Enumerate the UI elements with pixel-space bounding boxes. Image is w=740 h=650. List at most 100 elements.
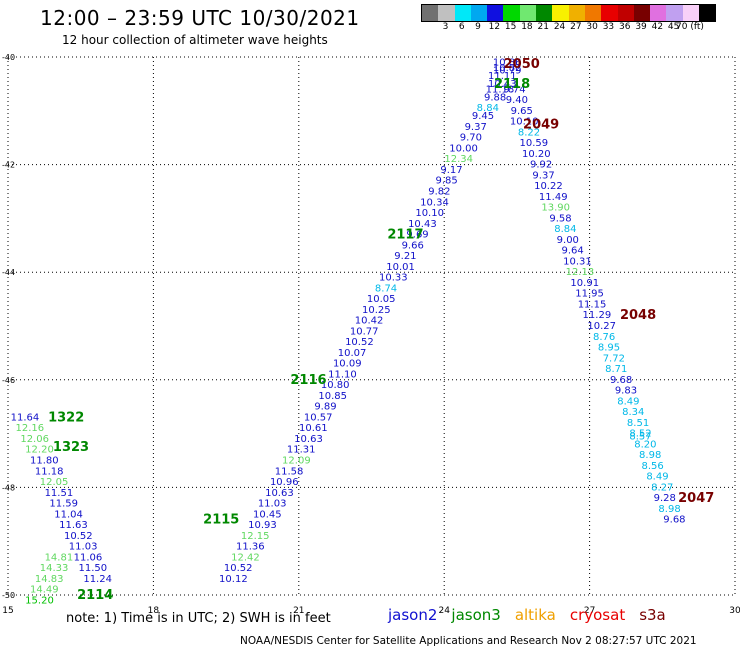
- scale-swatch: [454, 5, 471, 21]
- swh-value-label: 10.52: [64, 531, 93, 542]
- legend-item: jason2: [388, 606, 438, 624]
- scale-label: 70 (ft): [676, 22, 704, 32]
- swh-value-label: 8.27: [651, 482, 673, 493]
- scale-label: 36: [619, 22, 631, 32]
- pass-number-label: 2047: [678, 491, 714, 506]
- swh-value-label: 11.31: [287, 445, 316, 456]
- swh-value-label: 11.03: [69, 542, 98, 553]
- scale-swatch: [470, 5, 488, 21]
- y-tick-label: -40: [2, 53, 15, 62]
- swh-value-label: 12.20: [25, 445, 54, 456]
- swh-value-label: 11.04: [54, 509, 83, 520]
- swh-value-label: 10.01: [386, 262, 415, 273]
- swh-value-label: 10.43: [408, 219, 437, 230]
- y-tick-label: -50: [2, 591, 15, 600]
- scale-label: 24: [553, 22, 566, 32]
- swh-value-label: 8.22: [518, 127, 540, 138]
- scale-label: 33: [602, 22, 615, 32]
- swh-value-label: 11.18: [35, 466, 64, 477]
- pass-number-label: 2117: [387, 228, 423, 243]
- swh-value-label: 10.59: [520, 138, 549, 149]
- scale-swatch: [650, 5, 667, 21]
- scale-swatch: [699, 5, 716, 21]
- swh-value-label: 12.05: [40, 477, 69, 488]
- swh-value-label: 14.49: [30, 585, 59, 596]
- y-tick-label: -46: [2, 376, 15, 385]
- swh-value-label: 7.72: [603, 353, 625, 364]
- legend-item: cryosat: [569, 606, 626, 624]
- scale-swatch: [422, 5, 439, 21]
- swh-value-label: 9.70: [460, 133, 482, 144]
- swh-value-label: 10.85: [318, 391, 347, 402]
- swh-value-label: 11.24: [83, 574, 112, 585]
- swh-value-label: 8.34: [622, 407, 644, 418]
- swh-value-label: 10.07: [338, 348, 367, 359]
- swh-value-label: 9.89: [314, 402, 336, 413]
- pass-number-label: 2049: [523, 117, 559, 132]
- swh-value-label: 14.83: [35, 574, 64, 585]
- swh-value-label: 10.52: [224, 563, 253, 574]
- swh-value-label: 10.96: [270, 477, 299, 488]
- swh-value-label: 9.45: [472, 111, 494, 122]
- swh-value-label: 9.21: [394, 251, 416, 262]
- swh-value-label: 11.03: [258, 499, 287, 510]
- scale-swatch: [601, 5, 618, 21]
- swh-value-label: 9.37: [532, 170, 554, 181]
- swh-value-label: 10.09: [333, 359, 362, 370]
- swh-value-label: 10.25: [362, 305, 391, 316]
- swh-value-label: 9.68: [610, 375, 632, 386]
- swh-value-label: 11.95: [575, 289, 604, 300]
- swh-value-label: 11.80: [30, 456, 59, 467]
- scale-label: 39: [635, 22, 647, 32]
- scale-label: 3: [442, 22, 449, 32]
- swh-value-label: 8.56: [641, 461, 663, 472]
- swh-value-label: 9.83: [615, 386, 637, 397]
- scale-swatch: [519, 5, 537, 21]
- swh-value-label: 10.42: [355, 316, 384, 327]
- pass-number-label: 2115: [203, 513, 239, 528]
- scale-label: 42: [651, 22, 664, 32]
- swh-value-label: 14.33: [40, 563, 69, 574]
- swh-value-label: 8.57: [629, 431, 651, 442]
- swh-value-label: 8.76: [593, 332, 615, 343]
- x-tick-label: 15: [2, 606, 13, 616]
- swh-value-label: 10.61: [299, 423, 328, 434]
- swh-value-label: 10.63: [265, 488, 294, 499]
- color-scale-bar: [421, 4, 717, 22]
- swh-value-label: 12.13: [566, 267, 595, 278]
- swh-value-label: 9.00: [557, 235, 579, 246]
- swh-value-label: 15.20: [25, 595, 54, 606]
- swh-value-label: 12.42: [231, 552, 260, 563]
- swh-value-label: 8.71: [605, 364, 627, 375]
- swh-value-label: 11.36: [236, 542, 265, 553]
- swh-value-label: 9.69: [406, 230, 428, 241]
- pass-number-label: 2114: [77, 588, 113, 603]
- swh-value-label: 10.33: [379, 273, 408, 284]
- swh-value-label: 10.12: [219, 574, 248, 585]
- scale-label: 12: [488, 22, 501, 32]
- swh-value-label: 10.82: [493, 63, 522, 74]
- pass-number-label: 1322: [48, 410, 84, 425]
- swh-value-label: 8.49: [617, 396, 639, 407]
- scale-swatch: [584, 5, 602, 21]
- scale-swatch: [682, 5, 700, 21]
- note-text: note: 1) Time is in UTC; 2) SWH is in fe…: [66, 611, 331, 626]
- scale-label: 18: [521, 22, 533, 32]
- scale-label: 9: [475, 22, 481, 32]
- swh-value-label: 9.88: [484, 92, 506, 103]
- swh-value-label: 10.22: [534, 181, 563, 192]
- pass-number-label: 2118: [494, 77, 530, 92]
- y-tick-label: -44: [2, 268, 15, 277]
- swh-value-label: 9.92: [530, 160, 552, 171]
- swh-value-label: 9.37: [465, 122, 487, 133]
- scale-swatch: [666, 5, 683, 21]
- swh-value-label: 11.49: [539, 192, 568, 203]
- scale-label: 21: [537, 22, 549, 32]
- swh-value-label: 9.28: [654, 493, 676, 504]
- swh-value-label: 8.49: [646, 472, 668, 483]
- swh-value-label: 8.95: [598, 343, 620, 354]
- scale-label: 45: [667, 22, 680, 32]
- scale-label: 30: [586, 22, 598, 32]
- scale-label: 15: [504, 22, 517, 32]
- pass-number-label: 2048: [620, 308, 656, 323]
